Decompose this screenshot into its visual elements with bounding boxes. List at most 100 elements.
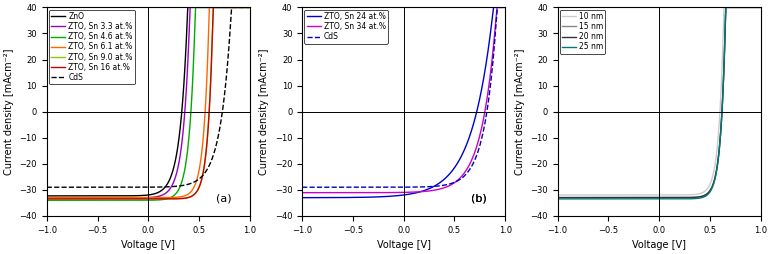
10 nm <box>646 194 655 197</box>
Y-axis label: Current density [mAcm⁻²]: Current density [mAcm⁻²] <box>259 48 269 175</box>
Line: 15 nm: 15 nm <box>557 7 760 198</box>
10 nm <box>651 194 661 197</box>
ZTO, Sn 9.0 at.% <box>239 6 248 9</box>
ZTO, Sn 16 at.% <box>245 6 254 9</box>
ZTO, Sn 16 at.% <box>239 6 248 9</box>
ZTO, Sn 16 at.% <box>52 197 62 200</box>
20 nm <box>750 6 759 9</box>
10 nm <box>756 6 765 9</box>
ZTO, Sn 3.3 at.% <box>202 6 211 9</box>
ZTO, Sn 4.6 at.% <box>239 6 248 9</box>
ZTO, Sn 16 at.% <box>208 6 217 9</box>
25 nm <box>750 6 759 9</box>
CdS <box>298 186 307 189</box>
ZnO <box>239 6 248 9</box>
Line: ZTO, Sn 24 at.%: ZTO, Sn 24 at.% <box>302 7 505 198</box>
CdS <box>52 186 62 189</box>
CdS <box>141 186 150 189</box>
ZTO, Sn 34 at.% <box>391 191 400 194</box>
Line: ZTO, Sn 4.6 at.%: ZTO, Sn 4.6 at.% <box>47 7 250 200</box>
ZTO, Sn 9.0 at.% <box>202 145 211 148</box>
ZTO, Sn 24 at.% <box>495 6 504 9</box>
CdS <box>391 186 400 189</box>
10 nm <box>719 6 729 9</box>
ZTO, Sn 6.1 at.% <box>52 196 62 199</box>
ZTO, Sn 9.0 at.% <box>245 6 254 9</box>
ZTO, Sn 4.6 at.% <box>136 199 145 202</box>
Legend: ZnO, ZTO, Sn 3.3 at.%, ZTO, Sn 4.6 at.%, ZTO, Sn 6.1 at.%, ZTO, Sn 9.0 at.%, ZTO: ZnO, ZTO, Sn 3.3 at.%, ZTO, Sn 4.6 at.%,… <box>49 10 135 84</box>
CdS <box>42 186 52 189</box>
ZTO, Sn 6.1 at.% <box>239 6 248 9</box>
ZnO <box>141 194 150 197</box>
25 nm <box>721 6 730 9</box>
Line: ZTO, Sn 34 at.%: ZTO, Sn 34 at.% <box>302 7 505 193</box>
25 nm <box>756 6 765 9</box>
ZTO, Sn 6.1 at.% <box>42 196 52 199</box>
ZTO, Sn 9.0 at.% <box>239 6 248 9</box>
15 nm <box>564 196 573 199</box>
ZnO <box>183 6 193 9</box>
ZTO, Sn 6.1 at.% <box>202 82 211 85</box>
CdS <box>457 177 466 180</box>
ZnO <box>239 6 248 9</box>
ZTO, Sn 6.1 at.% <box>205 6 214 9</box>
10 nm <box>712 144 722 147</box>
10 nm <box>564 194 573 197</box>
ZnO <box>42 194 52 197</box>
ZTO, Sn 3.3 at.% <box>42 196 52 199</box>
ZTO, Sn 3.3 at.% <box>136 196 145 199</box>
20 nm <box>564 196 573 199</box>
ZTO, Sn 24 at.% <box>457 153 466 156</box>
ZTO, Sn 34 at.% <box>495 6 504 9</box>
ZTO, Sn 3.3 at.% <box>239 6 248 9</box>
X-axis label: Voltage [V]: Voltage [V] <box>632 240 686 250</box>
ZTO, Sn 6.1 at.% <box>136 196 145 199</box>
ZTO, Sn 34 at.% <box>298 191 307 194</box>
ZTO, Sn 6.1 at.% <box>239 6 248 9</box>
CdS <box>239 6 248 9</box>
Line: 25 nm: 25 nm <box>557 7 760 199</box>
ZTO, Sn 4.6 at.% <box>191 6 200 9</box>
ZTO, Sn 9.0 at.% <box>208 6 217 9</box>
Y-axis label: Current density [mAcm⁻²]: Current density [mAcm⁻²] <box>4 48 14 175</box>
Line: 10 nm: 10 nm <box>557 7 760 195</box>
Y-axis label: Current density [mAcm⁻²]: Current density [mAcm⁻²] <box>515 48 524 175</box>
ZTO, Sn 3.3 at.% <box>239 6 248 9</box>
ZTO, Sn 16 at.% <box>141 197 150 200</box>
Line: ZTO, Sn 3.3 at.%: ZTO, Sn 3.3 at.% <box>47 7 250 198</box>
20 nm <box>553 196 562 199</box>
CdS <box>136 186 145 189</box>
ZTO, Sn 3.3 at.% <box>141 196 150 199</box>
CdS <box>239 6 248 9</box>
Line: CdS: CdS <box>302 7 505 187</box>
ZTO, Sn 34 at.% <box>500 6 510 9</box>
ZTO, Sn 34 at.% <box>493 6 502 9</box>
20 nm <box>750 6 759 9</box>
25 nm <box>750 6 759 9</box>
ZTO, Sn 16 at.% <box>202 145 211 148</box>
ZTO, Sn 3.3 at.% <box>52 196 62 199</box>
CdS <box>495 6 504 9</box>
Line: 20 nm: 20 nm <box>557 7 760 198</box>
Line: ZTO, Sn 16 at.%: ZTO, Sn 16 at.% <box>47 7 250 199</box>
ZnO <box>202 6 211 9</box>
20 nm <box>712 163 722 166</box>
15 nm <box>750 6 759 9</box>
ZTO, Sn 24 at.% <box>298 196 307 199</box>
ZTO, Sn 6.1 at.% <box>245 6 254 9</box>
25 nm <box>712 164 722 167</box>
CdS <box>202 169 211 172</box>
25 nm <box>553 197 562 200</box>
ZTO, Sn 34 at.% <box>396 191 406 194</box>
20 nm <box>721 6 730 9</box>
Legend: 10 nm, 15 nm, 20 nm, 25 nm: 10 nm, 15 nm, 20 nm, 25 nm <box>560 10 605 54</box>
15 nm <box>553 196 562 199</box>
Text: (b): (b) <box>471 193 487 203</box>
ZnO <box>245 6 254 9</box>
ZTO, Sn 34 at.% <box>308 191 317 194</box>
15 nm <box>721 6 730 9</box>
CdS <box>500 6 510 9</box>
25 nm <box>564 197 573 200</box>
ZTO, Sn 16 at.% <box>42 197 52 200</box>
ZTO, Sn 4.6 at.% <box>141 199 150 202</box>
